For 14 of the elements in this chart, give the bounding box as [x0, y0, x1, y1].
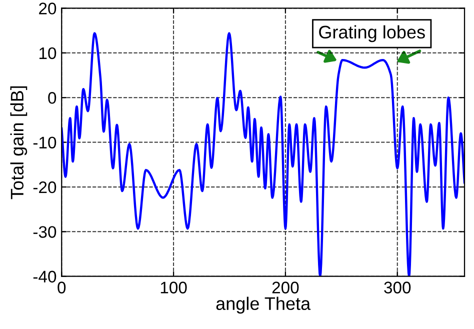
annotation: Grating lobes [319, 25, 425, 42]
y-tick-label: 0 [48, 92, 56, 104]
y-tick-label: -10 [33, 136, 56, 148]
y-tick-label: -30 [33, 226, 56, 238]
x-tick-label: 300 [384, 282, 411, 294]
x-tick-label: 200 [272, 282, 299, 294]
x-axis-title: angle Theta [216, 296, 311, 314]
x-tick-label: 0 [58, 282, 66, 294]
x-tick-label: 100 [160, 282, 187, 294]
y-axis-title: Total gain [dB] [10, 86, 28, 200]
y-tick-label: -20 [33, 181, 56, 194]
y-tick-label: -40 [33, 270, 56, 283]
y-tick-label: 10 [39, 47, 56, 60]
y-tick-label: 20 [39, 2, 56, 14]
